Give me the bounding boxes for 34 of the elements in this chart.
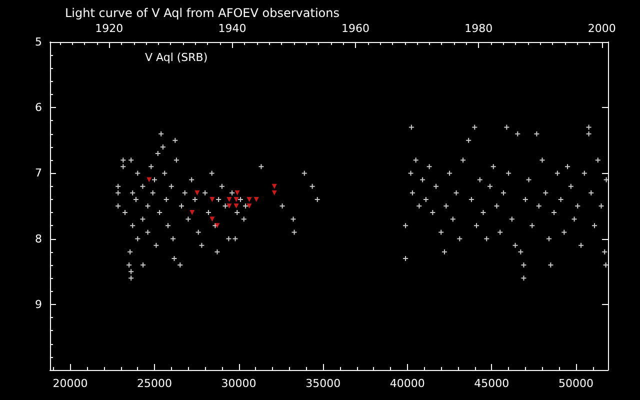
y-tick-label: 5 [35, 36, 42, 48]
point [226, 204, 232, 208]
point [234, 204, 239, 208]
chart-title: Light curve of V Aql from AFOEV observations [65, 6, 340, 20]
y-tick-label: 7 [35, 166, 42, 180]
x-tick-label: 40000 [390, 377, 425, 390]
annotation: V Aql (SRB) [145, 51, 208, 64]
x2-tick-label: 1940 [218, 22, 246, 35]
point [194, 190, 200, 196]
point [210, 196, 215, 202]
point [234, 196, 239, 202]
point [246, 204, 252, 208]
x-tick-label: 35000 [306, 377, 341, 390]
point [190, 210, 195, 216]
point [246, 196, 252, 202]
point [254, 196, 259, 202]
x2-tick-label: 1920 [95, 22, 124, 35]
y-tick-label: 6 [35, 101, 42, 114]
point [272, 184, 277, 189]
x-tick-label: 30000 [221, 377, 256, 390]
x-tick-label: 20000 [52, 377, 88, 390]
x-tick-label: 25000 [137, 377, 172, 390]
x2-tick-label: 1980 [464, 22, 493, 35]
point [226, 196, 232, 202]
x-tick-label: 45000 [474, 377, 510, 390]
y-tick-label: 9 [35, 298, 42, 311]
x2-tick-label: 2000 [588, 22, 616, 35]
point [234, 190, 240, 196]
x2-tick-label: 1960 [341, 22, 370, 35]
y-tick-label: 8 [35, 232, 42, 246]
point [210, 216, 215, 222]
x-tick-label: 50000 [558, 377, 594, 390]
point [146, 177, 152, 182]
point [272, 190, 277, 196]
